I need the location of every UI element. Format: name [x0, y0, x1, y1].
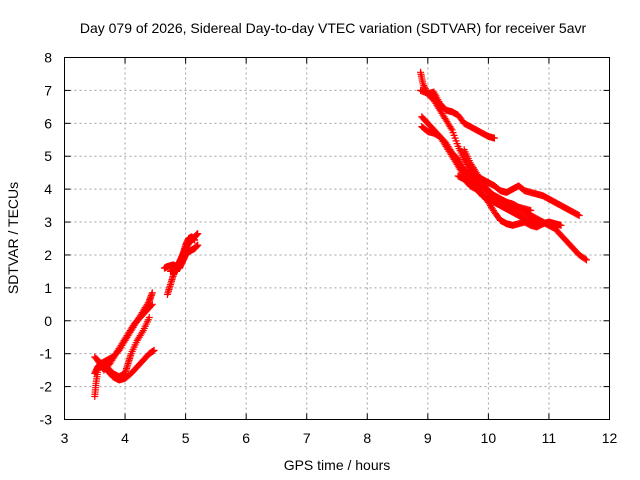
x-tick-label: 8: [363, 430, 371, 446]
x-tick-label: 9: [424, 430, 432, 446]
data-point: [148, 300, 156, 308]
y-tick-label: -1: [40, 346, 53, 362]
data-point: [557, 221, 565, 229]
y-tick-label: 2: [44, 247, 52, 263]
y-tick-label: -3: [40, 412, 53, 428]
series-early-track-d: [94, 300, 156, 374]
plot-frame: [64, 57, 610, 420]
y-tick-label: 7: [44, 82, 52, 98]
data-point: [138, 328, 146, 336]
data-point: [527, 207, 535, 215]
data-point: [148, 289, 156, 297]
x-tick-label: 5: [182, 430, 190, 446]
y-tick-label: 6: [44, 115, 52, 131]
y-tick-label: -2: [40, 379, 53, 395]
data-point: [147, 301, 155, 309]
data-point: [191, 236, 199, 244]
data-point: [150, 346, 158, 354]
x-tick-label: 4: [121, 430, 129, 446]
y-tick-label: 3: [44, 214, 52, 230]
x-tick-label: 10: [481, 430, 497, 446]
x-tick-label: 11: [542, 430, 557, 446]
y-tick-label: 1: [44, 280, 52, 296]
data-point: [420, 81, 428, 89]
data-point: [490, 134, 498, 142]
data-point: [581, 255, 589, 263]
data-point: [419, 80, 427, 88]
data-point: [447, 124, 455, 132]
x-tick-label: 7: [303, 430, 311, 446]
data-point: [145, 313, 153, 321]
data-point: [582, 256, 590, 264]
data-marks-layer: [91, 68, 590, 400]
x-tick-label: 6: [242, 430, 250, 446]
series-late-track-e: [454, 172, 565, 231]
y-axis-title: SDTVAR / TECUs: [5, 182, 21, 294]
y-tick-label: 5: [44, 148, 52, 164]
chart-title: Day 079 of 2026, Sidereal Day-to-day VTE…: [80, 20, 587, 36]
grid-layer: [64, 57, 610, 420]
data-point: [194, 230, 202, 238]
x-tick-label: 3: [61, 430, 69, 446]
y-tick-label: 4: [44, 181, 52, 197]
y-tick-label: 8: [44, 50, 52, 66]
series-mid-track-c: [166, 233, 199, 275]
data-point: [194, 241, 202, 249]
x-axis-title: GPS time / hours: [284, 457, 391, 473]
y-tick-label: 0: [44, 313, 52, 329]
x-tick-label: 12: [602, 430, 618, 446]
series-late-track-f: [460, 146, 535, 215]
data-point: [575, 211, 583, 219]
